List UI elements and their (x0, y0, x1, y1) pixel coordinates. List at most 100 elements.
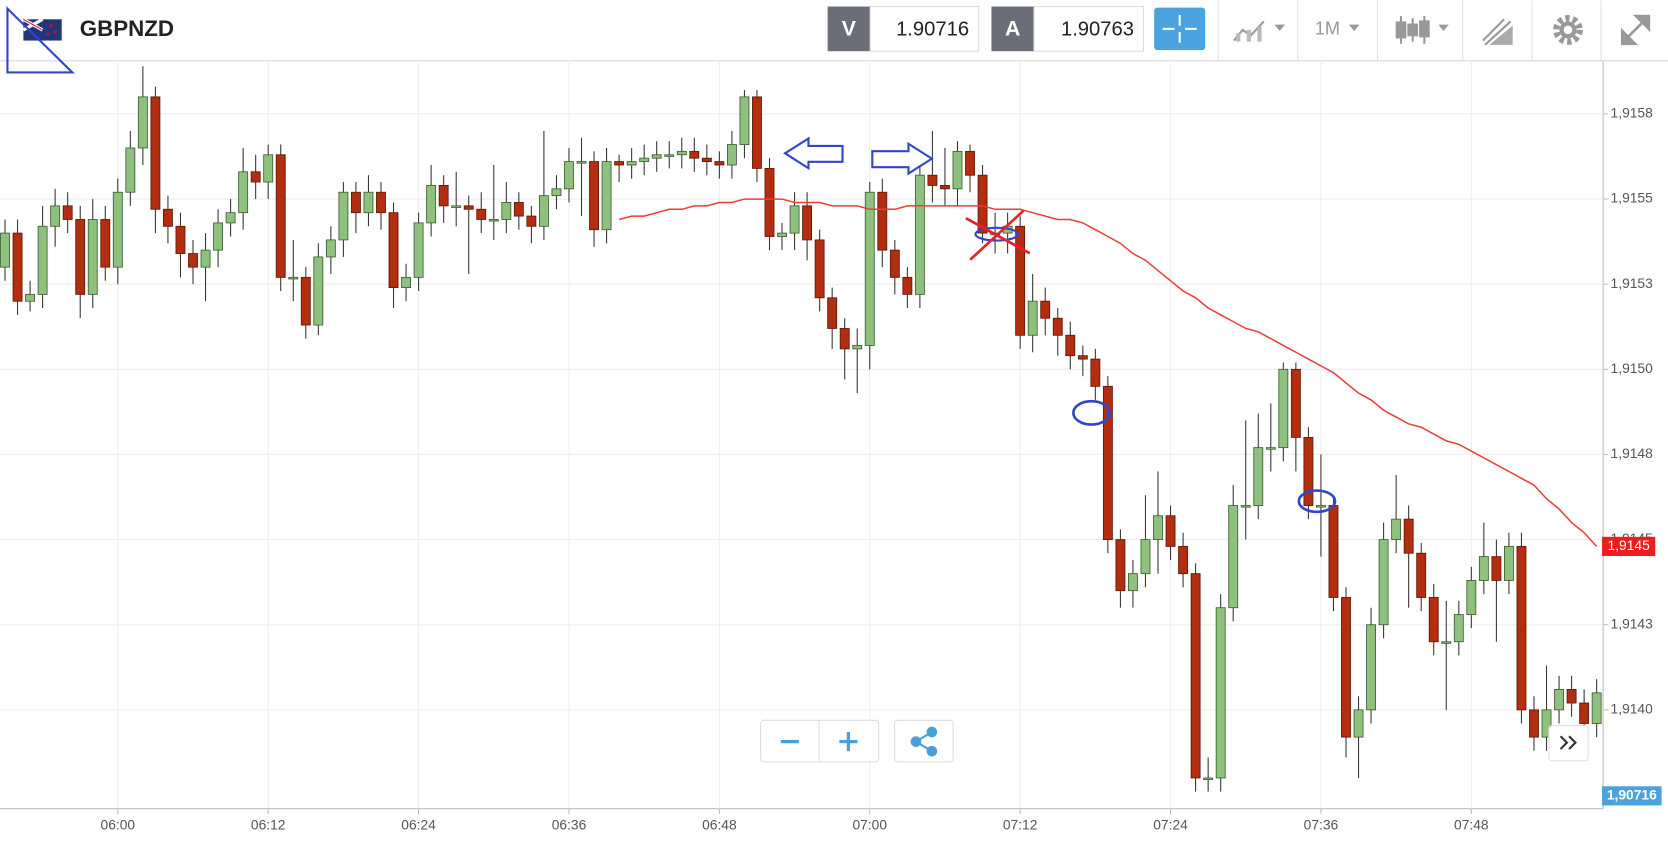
ask-tag (991, 6, 1034, 52)
candle-body (275, 154, 286, 278)
candle-body (1366, 624, 1377, 711)
crosshair-button[interactable] (1154, 7, 1206, 51)
bid-price: 1.90716 (896, 18, 969, 40)
candle-body (852, 345, 863, 350)
circle-annotation (1072, 399, 1111, 426)
candle-body (1541, 709, 1552, 738)
x-tick-label: 06:36 (552, 816, 587, 832)
candle-body (1428, 597, 1439, 643)
candle-body (1077, 355, 1088, 360)
candle-body (1566, 689, 1577, 704)
candle-body (639, 157, 650, 163)
scroll-end-button[interactable] (1548, 725, 1589, 762)
candle-body (1278, 368, 1289, 449)
candle-body (789, 205, 800, 234)
x-tick-label: 07:00 (852, 816, 887, 832)
candle-body (1102, 385, 1113, 541)
fullscreen-icon[interactable] (1620, 14, 1651, 46)
candle-style-icon[interactable] (1395, 16, 1449, 44)
y-tick-label: 1,9148 (1611, 445, 1654, 461)
interval-caret (1348, 24, 1360, 31)
candle-body (1441, 641, 1452, 644)
bid-tag-axis (1602, 786, 1662, 806)
candle-body (263, 154, 274, 183)
candle-body (162, 208, 173, 227)
candle-body (827, 297, 838, 329)
share-button[interactable] (894, 719, 954, 763)
candle-body (1090, 358, 1101, 387)
candle-body (1153, 515, 1163, 541)
right-arrow (871, 141, 934, 176)
candle-body (37, 225, 48, 295)
candle-body (0, 232, 10, 268)
bid-box[interactable] (869, 5, 980, 52)
y-tick-label: 1,9143 (1611, 615, 1654, 631)
candle-body (1165, 515, 1176, 547)
candle-body (438, 184, 449, 207)
x-tick-label: 06:48 (702, 816, 737, 832)
average-line (618, 198, 1598, 547)
chart-type-icon[interactable] (1233, 20, 1286, 42)
candle-body (288, 276, 299, 280)
candle-body (877, 191, 888, 251)
candle-body (1215, 607, 1226, 779)
candle-body (1353, 709, 1364, 738)
candle-body (451, 205, 462, 208)
candle-body (1303, 437, 1314, 506)
candle-body (676, 150, 687, 156)
circle-annotation (974, 226, 1020, 242)
settings-icon[interactable] (1553, 15, 1583, 45)
candle-body (1228, 505, 1239, 609)
candle-body (1265, 447, 1276, 450)
zoom-in-button[interactable] (839, 732, 858, 752)
candle-body (1491, 556, 1502, 581)
candle-body (213, 222, 224, 251)
y-tick-label: 1,9155 (1611, 190, 1654, 206)
candle-body (1516, 545, 1527, 711)
candle-body (952, 150, 963, 190)
y-tick-label: 1,9158 (1611, 105, 1654, 121)
candle-body (1391, 518, 1402, 541)
candle-body (1140, 539, 1151, 575)
x-tick-label: 06:24 (401, 816, 436, 832)
y-tick-label: 1,9153 (1611, 275, 1654, 291)
x-tick-label: 06:00 (101, 816, 136, 832)
candle-body (225, 212, 236, 224)
y-tick-label: 1,9140 (1611, 701, 1654, 717)
candle-body (62, 205, 73, 220)
left-arrow (783, 136, 844, 171)
candle-body (238, 171, 249, 214)
candle-body (75, 219, 86, 295)
candle-body (714, 161, 725, 166)
candle-body (1178, 545, 1189, 575)
candle-body (664, 154, 675, 157)
ask-price: 1.90763 (1061, 18, 1134, 40)
candle-body (25, 293, 36, 302)
candle-body (914, 174, 925, 295)
candle-body (614, 161, 625, 166)
candle-body (50, 205, 61, 227)
draw-tool-icon[interactable] (1482, 18, 1513, 46)
candle-body (839, 328, 850, 350)
interval[interactable]: 1M (1315, 19, 1340, 39)
candle-body (1328, 505, 1339, 598)
candle-body (752, 96, 762, 169)
cross-annotation (969, 209, 1025, 261)
candle-body (325, 239, 336, 258)
candle-body (350, 191, 361, 214)
candle-body (250, 171, 261, 183)
candle-body (1529, 709, 1539, 738)
candle-body (426, 184, 437, 224)
x-tick-label: 07:36 (1304, 816, 1339, 832)
bid-tag-axis-label: 1,90716 (1607, 787, 1657, 803)
candle-body (388, 212, 399, 289)
symbol[interactable]: GBPNZD (80, 16, 174, 41)
candle-body (940, 184, 950, 190)
candle-body (188, 253, 198, 268)
candle-body (12, 232, 23, 302)
candle-body (87, 219, 98, 295)
candle-body (1416, 552, 1427, 598)
ask-box[interactable] (1033, 5, 1145, 52)
